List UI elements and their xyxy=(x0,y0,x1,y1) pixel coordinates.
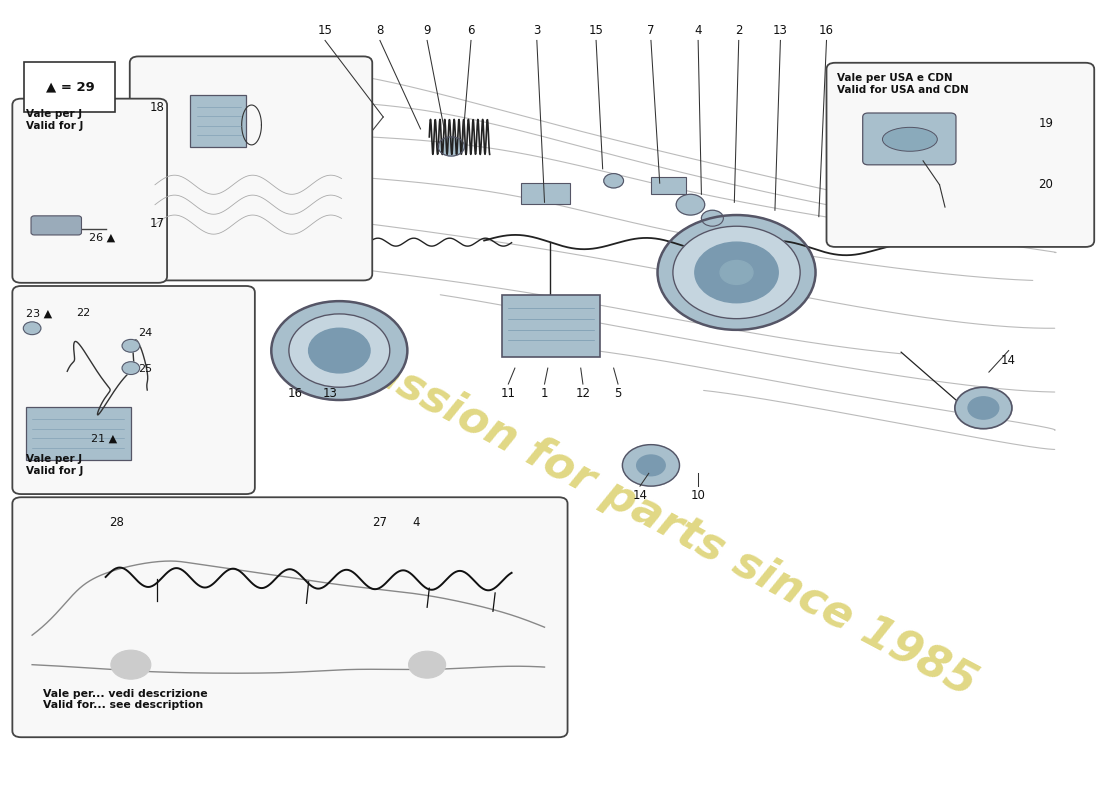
Circle shape xyxy=(720,261,754,285)
FancyBboxPatch shape xyxy=(826,62,1094,247)
Text: 7: 7 xyxy=(647,24,654,38)
Text: 28: 28 xyxy=(109,515,124,529)
Text: 16: 16 xyxy=(820,24,834,38)
Text: 4: 4 xyxy=(412,515,420,529)
Circle shape xyxy=(309,328,370,373)
Circle shape xyxy=(289,314,389,387)
Text: 13: 13 xyxy=(773,24,788,38)
Circle shape xyxy=(111,650,151,679)
Text: 8: 8 xyxy=(376,24,384,38)
Text: 13: 13 xyxy=(323,387,338,400)
Text: 14: 14 xyxy=(632,489,648,502)
Circle shape xyxy=(658,215,815,330)
Circle shape xyxy=(637,455,666,476)
Text: 1: 1 xyxy=(541,387,548,400)
Text: 6: 6 xyxy=(468,24,475,38)
Text: 25: 25 xyxy=(139,364,153,374)
Circle shape xyxy=(955,387,1012,429)
Text: Vale per USA e CDN
Valid for USA and CDN: Vale per USA e CDN Valid for USA and CDN xyxy=(837,73,969,94)
Circle shape xyxy=(272,301,407,400)
Circle shape xyxy=(676,194,705,215)
FancyBboxPatch shape xyxy=(521,183,570,204)
FancyBboxPatch shape xyxy=(25,407,131,460)
Text: 15: 15 xyxy=(318,24,332,38)
Text: 19: 19 xyxy=(1038,117,1054,130)
Text: 21 ▲: 21 ▲ xyxy=(91,434,118,443)
Circle shape xyxy=(604,174,624,188)
Ellipse shape xyxy=(882,127,937,151)
Text: 15: 15 xyxy=(588,24,604,38)
Text: 5: 5 xyxy=(614,387,622,400)
FancyBboxPatch shape xyxy=(12,286,255,494)
Text: Vale per J
Valid for J: Vale per J Valid for J xyxy=(25,454,82,476)
Text: 22: 22 xyxy=(76,308,90,318)
Circle shape xyxy=(968,397,999,419)
Text: 2: 2 xyxy=(735,24,743,38)
Text: 26 ▲: 26 ▲ xyxy=(89,233,116,242)
Circle shape xyxy=(408,651,446,678)
Circle shape xyxy=(695,242,778,302)
FancyBboxPatch shape xyxy=(502,294,601,357)
Text: 12: 12 xyxy=(575,387,591,400)
Circle shape xyxy=(122,339,140,352)
Text: 17: 17 xyxy=(150,217,165,230)
Text: 27: 27 xyxy=(372,515,387,529)
Text: 11: 11 xyxy=(500,387,516,400)
Text: 14: 14 xyxy=(1001,354,1016,366)
FancyBboxPatch shape xyxy=(31,216,81,235)
Circle shape xyxy=(673,226,800,318)
Circle shape xyxy=(438,137,464,156)
FancyBboxPatch shape xyxy=(12,498,568,738)
Text: 3: 3 xyxy=(534,24,540,38)
Text: Vale per... vedi descrizione
Valid for... see description: Vale per... vedi descrizione Valid for..… xyxy=(43,689,208,710)
Text: 23 ▲: 23 ▲ xyxy=(25,308,52,318)
Text: Vale per J
Valid for J: Vale per J Valid for J xyxy=(25,109,82,130)
FancyBboxPatch shape xyxy=(190,94,246,147)
Text: 24: 24 xyxy=(139,328,153,338)
Text: 18: 18 xyxy=(150,101,164,114)
FancyBboxPatch shape xyxy=(24,62,115,112)
Circle shape xyxy=(623,445,680,486)
FancyBboxPatch shape xyxy=(862,113,956,165)
Text: passion for parts since 1985: passion for parts since 1985 xyxy=(336,334,985,706)
Circle shape xyxy=(702,210,724,226)
FancyBboxPatch shape xyxy=(12,98,167,283)
FancyBboxPatch shape xyxy=(130,56,372,281)
Circle shape xyxy=(122,362,140,374)
Text: ▲ = 29: ▲ = 29 xyxy=(45,81,95,94)
Text: 4: 4 xyxy=(694,24,702,38)
Circle shape xyxy=(23,322,41,334)
FancyBboxPatch shape xyxy=(651,177,686,194)
Text: 10: 10 xyxy=(691,489,705,502)
Text: 16: 16 xyxy=(288,387,302,400)
Text: 9: 9 xyxy=(424,24,431,38)
Text: 20: 20 xyxy=(1038,178,1053,191)
